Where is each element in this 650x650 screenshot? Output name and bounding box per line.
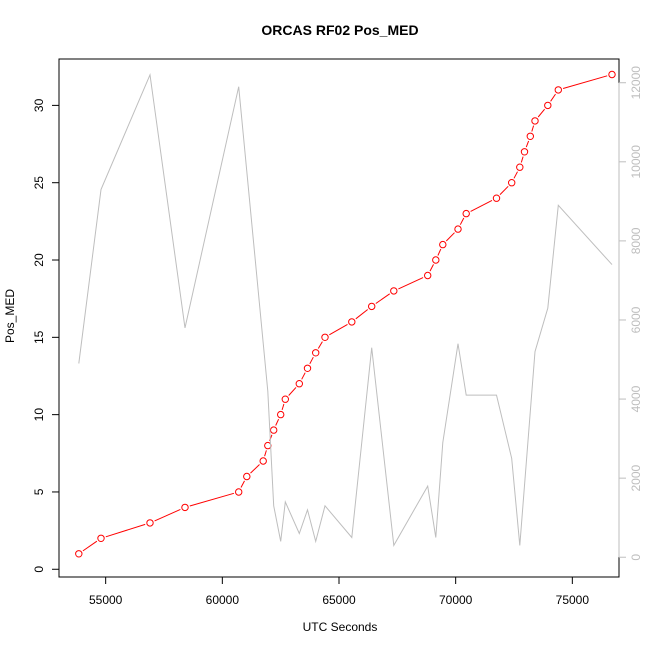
series-segment [275, 418, 280, 426]
series-segment [437, 248, 442, 256]
series-segment [562, 75, 608, 89]
series-layer [75, 70, 616, 558]
data-point [75, 550, 83, 558]
plot-frame [58, 58, 620, 578]
data-point [531, 117, 539, 125]
data-point [492, 194, 501, 202]
y-tick-label: 20 [32, 253, 46, 267]
series-segment [375, 293, 390, 304]
data-point [321, 333, 329, 341]
data-point [608, 70, 616, 79]
series-segment [398, 277, 424, 290]
series-segment [288, 387, 297, 396]
series-segment [189, 492, 235, 507]
series-segment [513, 171, 518, 179]
data-point [146, 519, 154, 527]
y2-tick-label: 8000 [629, 227, 643, 254]
data-point [235, 488, 243, 496]
series-segment [250, 464, 260, 474]
data-point [454, 225, 462, 233]
data-point [390, 287, 398, 295]
y-tick-label: 15 [32, 330, 46, 344]
y-tick-label: 25 [32, 176, 46, 190]
y2-tick-label: 6000 [629, 306, 643, 333]
x-tick-label: 55000 [89, 593, 123, 607]
x-tick-label: 75000 [556, 593, 590, 607]
series-segment [470, 199, 493, 212]
series-segment [309, 356, 314, 365]
data-point [526, 132, 534, 141]
data-point [368, 302, 376, 311]
series-segment [499, 185, 509, 195]
x-tick-label: 60000 [206, 593, 240, 607]
data-point [520, 148, 529, 156]
y-axis-label: Pos_MED [3, 289, 17, 343]
series-segment [264, 450, 267, 457]
axes: 55000 60000 65000 70000 75000 0 5 10 15 20 25 30 0 20… [32, 66, 643, 607]
series-segment [520, 156, 524, 163]
data-point [97, 534, 105, 542]
series-segment [531, 125, 535, 132]
data-point [432, 256, 440, 264]
series-segment [445, 232, 455, 242]
y-tick-label: 5 [32, 488, 46, 495]
x-tick-label: 65000 [322, 593, 356, 607]
data-point [516, 163, 524, 171]
series-segment [537, 108, 545, 118]
series-segment [154, 508, 181, 522]
data-point [181, 503, 189, 512]
y-tick-label: 10 [32, 408, 46, 422]
y2-tick-label: 4000 [629, 385, 643, 412]
series-segment [355, 309, 369, 320]
series-segment [329, 323, 348, 336]
series-segment [317, 341, 323, 349]
data-point [243, 472, 251, 481]
data-point [348, 318, 356, 326]
series-segment [281, 403, 285, 411]
series-segment [429, 264, 434, 272]
series-segment [525, 140, 530, 148]
data-point [462, 209, 470, 218]
data-point [424, 271, 432, 280]
data-point [508, 179, 516, 187]
y-tick-label: 0 [32, 566, 46, 573]
y2-tick-label: 0 [629, 554, 643, 561]
data-point [544, 101, 552, 110]
series-segment [550, 93, 556, 102]
data-point [303, 364, 312, 372]
series-segment [105, 523, 146, 538]
data-point [439, 240, 447, 249]
x-axis-label: UTC Seconds [303, 620, 378, 634]
x-tick-label: 70000 [439, 593, 473, 607]
data-point [259, 457, 267, 465]
data-point [554, 86, 562, 94]
y2-tick-label: 12000 [629, 66, 643, 100]
data-point [295, 380, 303, 388]
chart-title: ORCAS RF02 Pos_MED [261, 22, 418, 38]
y2-tick-label: 10000 [629, 145, 643, 179]
series-segment [459, 217, 465, 225]
series-segment [240, 480, 245, 488]
data-point [277, 410, 285, 419]
series-0 [75, 70, 616, 558]
series-1 [78, 72, 613, 547]
data-point [281, 395, 289, 403]
data-point [312, 349, 320, 357]
data-point [270, 426, 278, 434]
y2-tick-label: 2000 [629, 464, 643, 491]
series-line [78, 72, 613, 547]
y-tick-label: 30 [32, 98, 46, 112]
series-segment [82, 540, 98, 552]
series-segment [301, 372, 306, 380]
